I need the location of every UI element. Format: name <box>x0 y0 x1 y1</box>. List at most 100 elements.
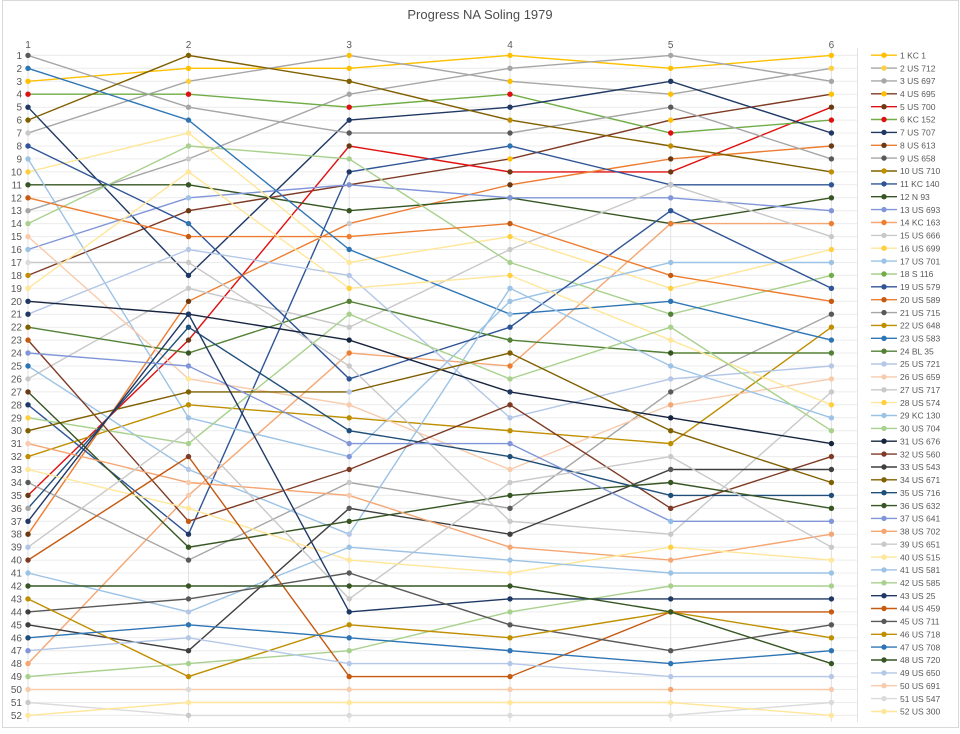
svg-text:14: 14 <box>11 219 23 230</box>
svg-text:3 US 697: 3 US 697 <box>900 76 936 86</box>
svg-text:39: 39 <box>11 543 23 554</box>
svg-text:35 US 716: 35 US 716 <box>900 488 940 498</box>
svg-text:31 US 676: 31 US 676 <box>900 436 940 446</box>
svg-text:46: 46 <box>11 633 23 644</box>
svg-text:49 US 650: 49 US 650 <box>900 668 940 678</box>
svg-text:35: 35 <box>11 491 23 502</box>
svg-text:39 US 651: 39 US 651 <box>900 539 940 549</box>
svg-text:5: 5 <box>16 103 22 114</box>
svg-text:30: 30 <box>11 426 23 437</box>
svg-text:32: 32 <box>11 452 23 463</box>
svg-text:2 US 712: 2 US 712 <box>900 63 936 73</box>
svg-text:48: 48 <box>11 659 23 670</box>
svg-text:44 US 459: 44 US 459 <box>900 604 940 614</box>
svg-text:7: 7 <box>16 129 22 140</box>
svg-text:6: 6 <box>829 40 835 51</box>
svg-text:17: 17 <box>11 258 23 269</box>
svg-text:31: 31 <box>11 439 23 450</box>
svg-text:13: 13 <box>11 206 23 217</box>
svg-text:28: 28 <box>11 400 23 411</box>
svg-text:1: 1 <box>16 51 22 62</box>
svg-text:52 US 300: 52 US 300 <box>900 707 940 717</box>
svg-text:11 KC 140: 11 KC 140 <box>900 179 940 189</box>
svg-text:6: 6 <box>16 116 22 127</box>
svg-text:38: 38 <box>11 530 23 541</box>
svg-text:43 US 25: 43 US 25 <box>900 591 936 601</box>
svg-text:5 US 700: 5 US 700 <box>900 102 936 112</box>
svg-text:37: 37 <box>11 517 23 528</box>
svg-text:12 N 93: 12 N 93 <box>900 192 930 202</box>
svg-text:52: 52 <box>11 711 23 722</box>
svg-text:36: 36 <box>11 504 23 515</box>
svg-text:24 BL 35: 24 BL 35 <box>900 346 934 356</box>
svg-text:50 US 691: 50 US 691 <box>900 681 940 691</box>
svg-text:15 US 666: 15 US 666 <box>900 231 940 241</box>
svg-text:6 KC 152: 6 KC 152 <box>900 115 936 125</box>
svg-text:3: 3 <box>346 40 352 51</box>
svg-text:17 US 701: 17 US 701 <box>900 256 940 266</box>
svg-text:32 US 560: 32 US 560 <box>900 449 940 459</box>
svg-text:5: 5 <box>668 40 674 51</box>
svg-text:26: 26 <box>11 374 23 385</box>
svg-text:22 US 648: 22 US 648 <box>900 321 940 331</box>
svg-text:40 US 515: 40 US 515 <box>900 552 940 562</box>
svg-text:8 US 613: 8 US 613 <box>900 141 936 151</box>
svg-text:45: 45 <box>11 620 23 631</box>
svg-text:7 US 707: 7 US 707 <box>900 128 936 138</box>
svg-text:2: 2 <box>186 40 192 51</box>
svg-text:12: 12 <box>11 193 23 204</box>
svg-text:42 US 585: 42 US 585 <box>900 578 940 588</box>
svg-text:50: 50 <box>11 685 23 696</box>
svg-text:18: 18 <box>11 271 23 282</box>
svg-text:30 US 704: 30 US 704 <box>900 424 940 434</box>
svg-text:46 US 718: 46 US 718 <box>900 630 940 640</box>
svg-text:33 US 543: 33 US 543 <box>900 462 940 472</box>
svg-text:29 KC 130: 29 KC 130 <box>900 411 940 421</box>
svg-text:10 US 710: 10 US 710 <box>900 166 940 176</box>
svg-text:21: 21 <box>11 310 23 321</box>
svg-text:14 KC 163: 14 KC 163 <box>900 218 940 228</box>
svg-text:51 US 547: 51 US 547 <box>900 694 940 704</box>
svg-text:Progress NA Soling 1979: Progress NA Soling 1979 <box>407 7 552 22</box>
svg-text:29: 29 <box>11 413 23 424</box>
svg-text:15: 15 <box>11 232 23 243</box>
svg-text:4: 4 <box>16 90 22 101</box>
svg-text:16 US 699: 16 US 699 <box>900 243 940 253</box>
svg-text:37 US 641: 37 US 641 <box>900 514 940 524</box>
svg-text:4: 4 <box>507 40 513 51</box>
svg-text:21 US 715: 21 US 715 <box>900 308 940 318</box>
svg-text:27 US 717: 27 US 717 <box>900 385 940 395</box>
svg-text:36 US 632: 36 US 632 <box>900 501 940 511</box>
svg-text:1 KC 1: 1 KC 1 <box>900 50 926 60</box>
svg-text:3: 3 <box>16 77 22 88</box>
svg-text:26 US 659: 26 US 659 <box>900 372 940 382</box>
svg-text:42: 42 <box>11 582 23 593</box>
svg-text:19 US 579: 19 US 579 <box>900 282 940 292</box>
svg-text:16: 16 <box>11 245 23 256</box>
svg-text:1: 1 <box>25 40 31 51</box>
svg-text:47 US 708: 47 US 708 <box>900 642 940 652</box>
svg-text:41 US 581: 41 US 581 <box>900 565 940 575</box>
svg-text:45 US 711: 45 US 711 <box>900 617 940 627</box>
svg-text:40: 40 <box>11 556 23 567</box>
svg-text:25 US 721: 25 US 721 <box>900 359 940 369</box>
svg-text:44: 44 <box>11 607 23 618</box>
svg-text:48 US 720: 48 US 720 <box>900 655 940 665</box>
svg-text:41: 41 <box>11 569 23 580</box>
svg-text:2: 2 <box>16 64 22 75</box>
svg-text:19: 19 <box>11 284 23 295</box>
svg-text:43: 43 <box>11 594 23 605</box>
svg-text:4 US 695: 4 US 695 <box>900 89 936 99</box>
svg-text:11: 11 <box>12 180 23 191</box>
svg-text:47: 47 <box>11 646 23 657</box>
svg-text:24: 24 <box>11 349 23 360</box>
svg-text:49: 49 <box>11 672 23 683</box>
svg-text:28 US 574: 28 US 574 <box>900 398 940 408</box>
svg-text:20 US 589: 20 US 589 <box>900 295 940 305</box>
svg-text:51: 51 <box>11 698 23 709</box>
svg-text:25: 25 <box>11 362 23 373</box>
svg-text:10: 10 <box>11 167 23 178</box>
svg-text:22: 22 <box>11 323 23 334</box>
svg-text:23: 23 <box>11 336 23 347</box>
svg-text:38 US 702: 38 US 702 <box>900 527 940 537</box>
